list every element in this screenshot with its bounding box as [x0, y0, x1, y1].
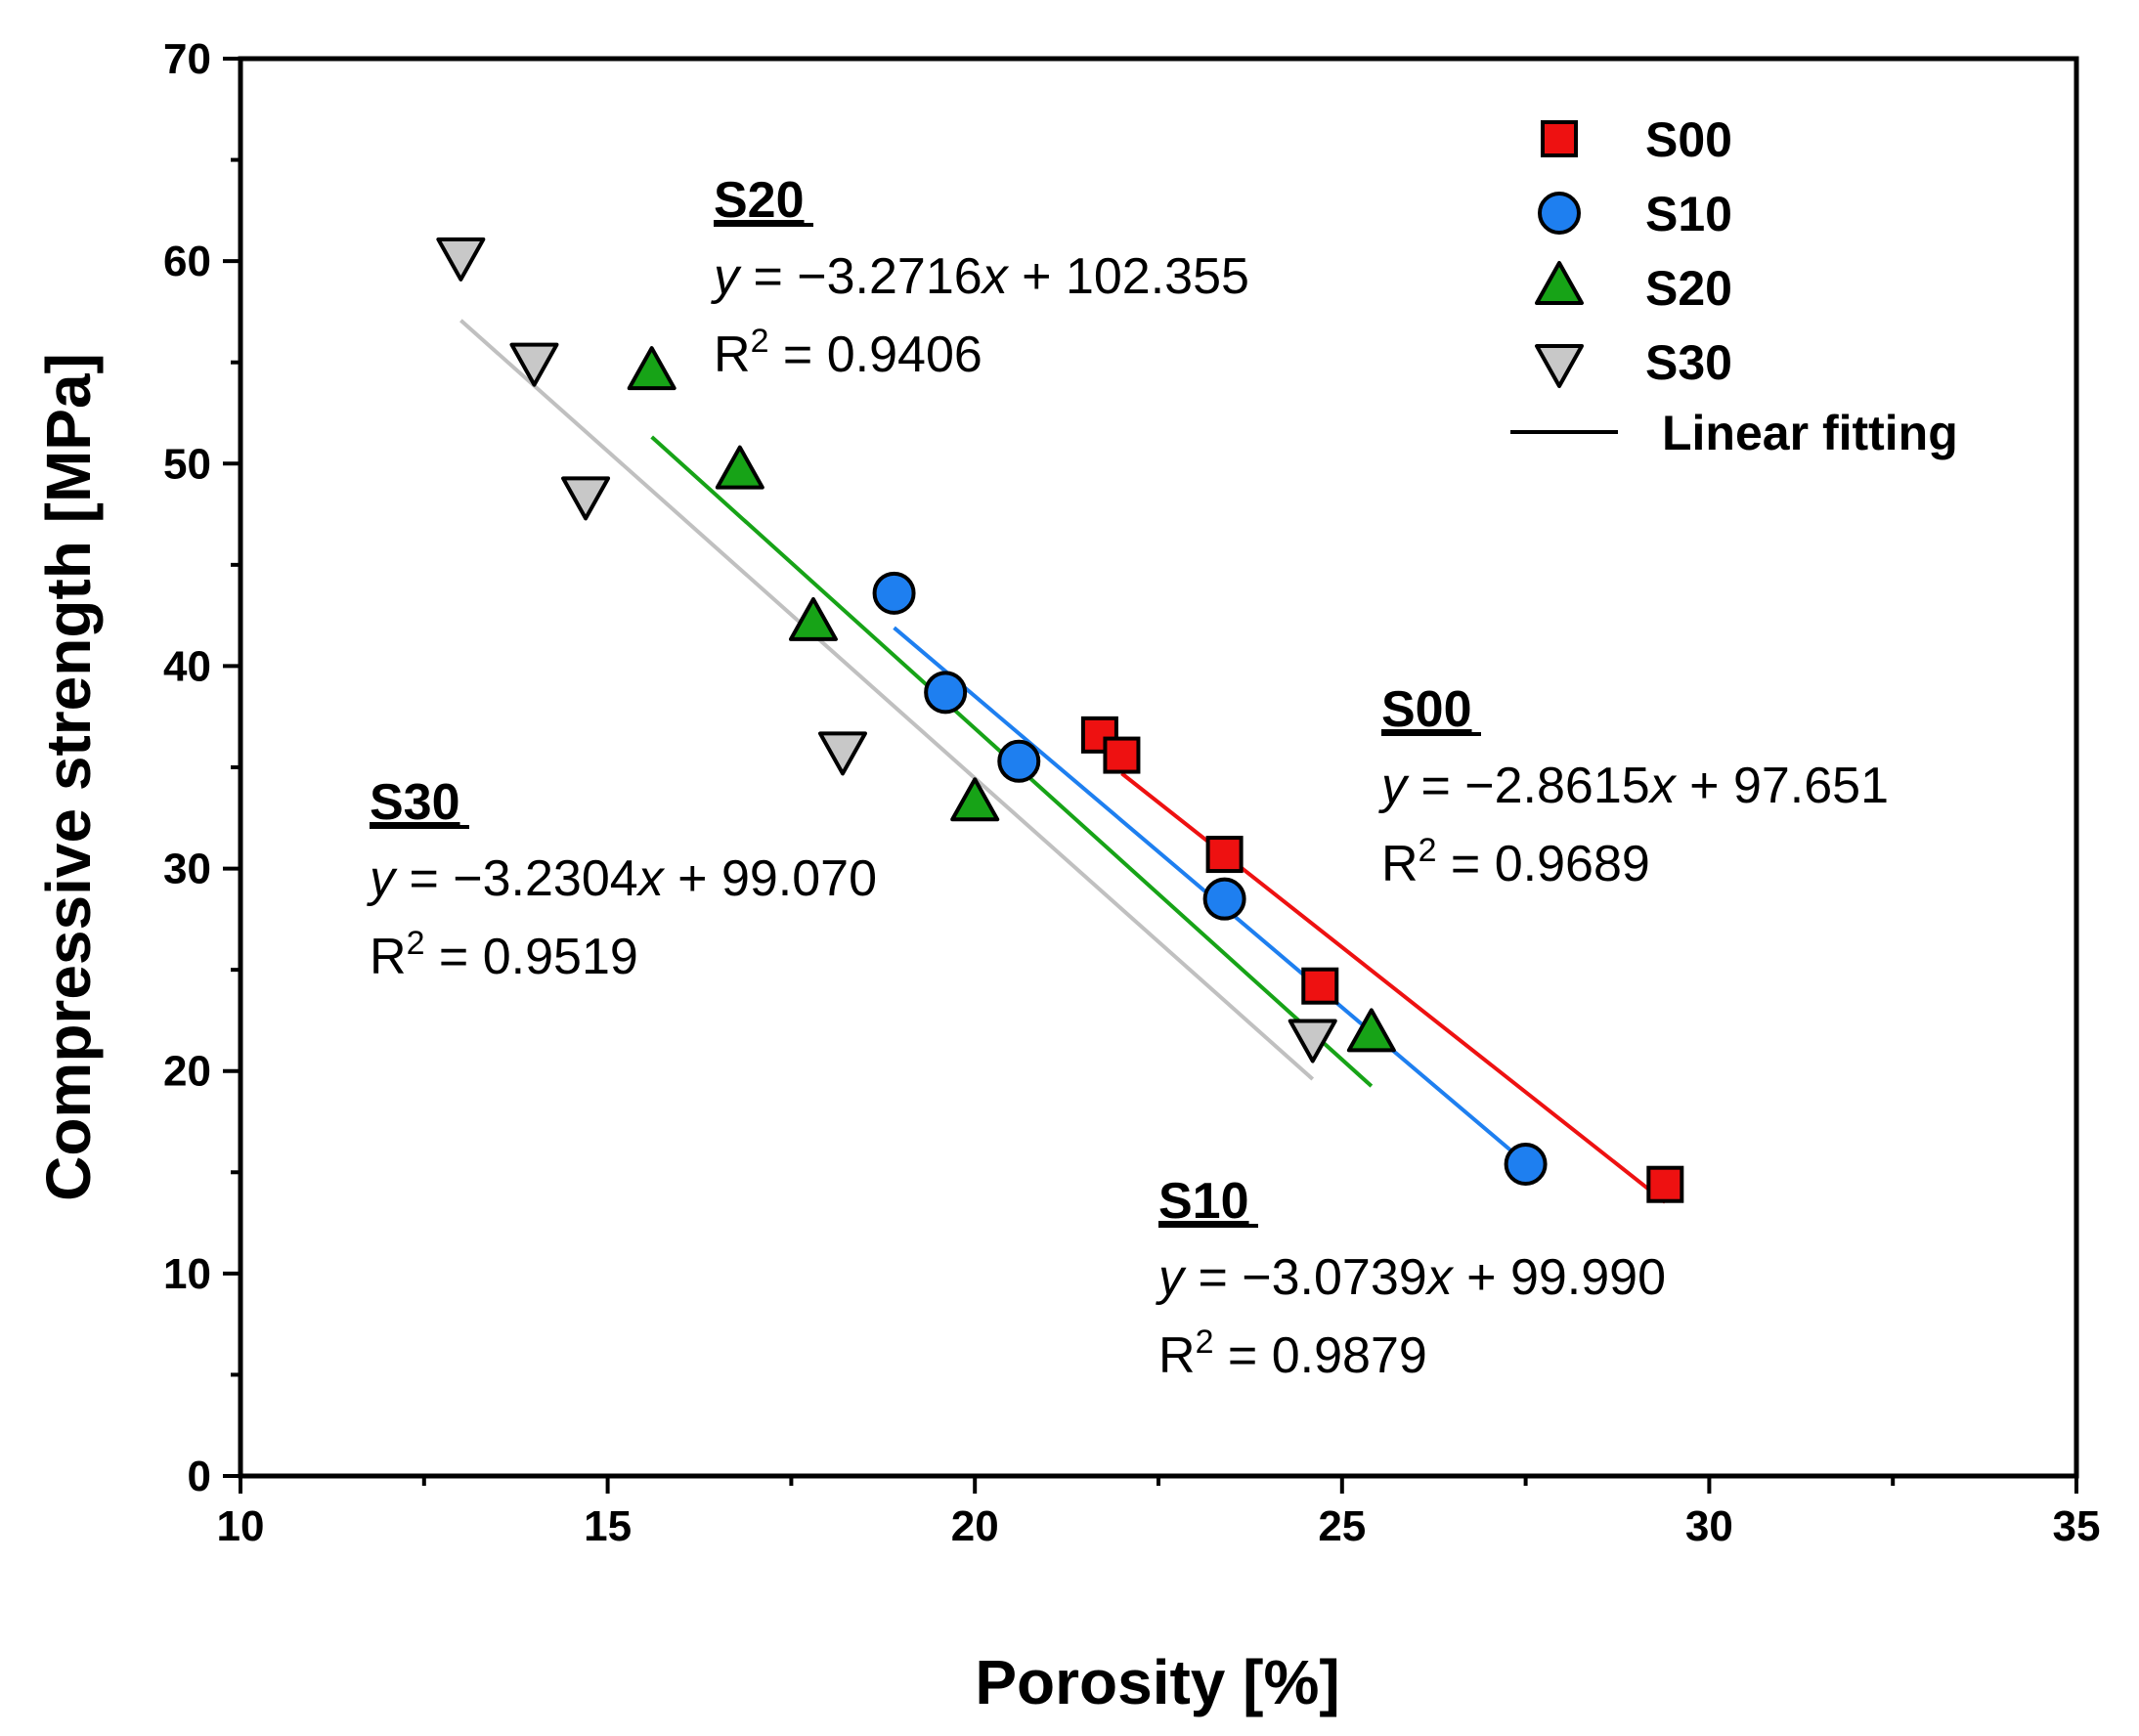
data-point-s30 — [817, 731, 867, 776]
equation-slope: = −3.0739 — [1184, 1249, 1427, 1306]
equation-var: x — [1647, 758, 1678, 814]
equation-intercept: + 102.355 — [1008, 248, 1249, 305]
legend-marker-s30 — [1535, 344, 1584, 388]
data-point-s20 — [788, 596, 838, 641]
r2-value: = 0.9689 — [1436, 836, 1649, 892]
data-point-s30 — [1288, 1019, 1337, 1063]
r2-label: R — [1158, 1327, 1196, 1384]
legend-label-s00: S00 — [1645, 112, 1732, 167]
equation-slope: = −3.2304 — [395, 850, 638, 907]
r2-value: = 0.9406 — [768, 326, 982, 383]
y-tick-label: 40 — [163, 642, 211, 690]
annotation-r2: R2 = 0.9879 — [1158, 1324, 1427, 1384]
equation-intercept: + 99.990 — [1453, 1249, 1666, 1306]
annotation-r2: R2 = 0.9689 — [1381, 832, 1650, 892]
equation-lhs: y — [367, 850, 398, 907]
data-point-s10 — [1504, 1143, 1548, 1186]
annotation-s10: S10 y = −3.0739x + 99.990 R2 = 0.9879 — [1156, 1173, 1666, 1384]
r2-exponent: 2 — [407, 925, 425, 962]
data-markers — [436, 237, 1684, 1203]
data-point-s00 — [1646, 1165, 1684, 1203]
annotation-s00: S00 y = −2.8615x + 97.651 R2 = 0.9689 — [1378, 681, 1889, 892]
legend-marker-s00 — [1541, 120, 1578, 157]
data-point-s10 — [1202, 877, 1246, 921]
x-tick-label: 35 — [2053, 1502, 2101, 1550]
annotation-series-name: S20 — [714, 172, 805, 229]
annotation-series-name: S30 — [370, 774, 460, 831]
annotation-s30: S30 y = −3.2304x + 99.070 R2 = 0.9519 — [367, 774, 877, 985]
x-axis-title: Porosity [%] — [975, 1647, 1339, 1717]
legend-label-s30: S30 — [1645, 335, 1732, 390]
annotation-r2: R2 = 0.9519 — [370, 925, 638, 985]
x-tick-label: 15 — [584, 1502, 632, 1550]
annotation-equation: y = −2.8615x + 97.651 — [1378, 758, 1889, 814]
equation-lhs: y — [711, 248, 742, 305]
data-point-s20 — [627, 346, 677, 391]
r2-exponent: 2 — [1196, 1324, 1214, 1361]
annotation-equation: y = −3.2716x + 102.355 — [711, 248, 1249, 305]
y-axis-title: Compressive strength [MPa] — [33, 353, 104, 1201]
annotation-r2: R2 = 0.9406 — [714, 323, 982, 383]
data-point-s10 — [997, 739, 1041, 783]
data-point-s10 — [924, 671, 968, 715]
legend-label-s10: S10 — [1645, 187, 1732, 241]
data-point-s30 — [436, 237, 486, 282]
data-point-s20 — [1346, 1008, 1396, 1053]
r2-exponent: 2 — [751, 323, 769, 360]
r2-label: R — [370, 929, 407, 985]
fit-line-s30 — [459, 319, 1315, 1081]
annotation-equation: y = −3.0739x + 99.990 — [1156, 1249, 1666, 1306]
data-point-s10 — [872, 571, 916, 615]
y-tick-label: 70 — [163, 35, 211, 83]
y-tick-label: 0 — [188, 1453, 211, 1500]
annotation-s20: S20 y = −3.2716x + 102.355 R2 = 0.9406 — [711, 172, 1249, 383]
data-point-s30 — [509, 342, 559, 387]
r2-label: R — [714, 326, 751, 383]
r2-label: R — [1381, 836, 1419, 892]
equation-intercept: + 99.070 — [664, 850, 877, 907]
annotation-series-name: S00 — [1381, 681, 1472, 738]
y-tick-label: 50 — [163, 440, 211, 488]
equation-lhs: y — [1378, 758, 1410, 814]
legend-label-s20: S20 — [1645, 261, 1732, 316]
legend-label-linear-fitting: Linear fitting — [1662, 406, 1958, 460]
y-tick-label: 20 — [163, 1048, 211, 1096]
r2-value: = 0.9519 — [424, 929, 637, 985]
equation-var: x — [1424, 1249, 1455, 1306]
legend: S00 S10 S20 S30 Linear fitting — [1510, 112, 1958, 460]
equation-lhs: y — [1156, 1249, 1187, 1306]
data-point-s20 — [715, 445, 764, 490]
equation-slope: = −3.2716 — [739, 248, 982, 305]
y-tick-label: 60 — [163, 238, 211, 285]
equation-var: x — [980, 248, 1010, 305]
y-tick-label: 30 — [163, 846, 211, 893]
equation-var: x — [635, 850, 666, 907]
r2-exponent: 2 — [1419, 832, 1437, 869]
data-point-s30 — [561, 476, 611, 521]
equation-slope: = −2.8615 — [1407, 758, 1650, 814]
x-tick-label: 10 — [217, 1502, 265, 1550]
x-tick-label: 30 — [1685, 1502, 1733, 1550]
data-point-s00 — [1205, 836, 1244, 874]
legend-marker-s10 — [1538, 192, 1581, 235]
x-tick-label: 25 — [1318, 1502, 1366, 1550]
annotation-equation: y = −3.2304x + 99.070 — [367, 850, 877, 907]
equation-intercept: + 97.651 — [1676, 758, 1889, 814]
r2-value: = 0.9879 — [1213, 1327, 1426, 1384]
data-point-s00 — [1301, 967, 1339, 1005]
x-tick-label: 20 — [951, 1502, 999, 1550]
legend-marker-s20 — [1535, 261, 1584, 305]
data-point-s00 — [1103, 736, 1141, 774]
annotation-series-name: S10 — [1158, 1173, 1249, 1230]
y-tick-label: 10 — [163, 1250, 211, 1298]
data-point-s20 — [950, 777, 1000, 822]
